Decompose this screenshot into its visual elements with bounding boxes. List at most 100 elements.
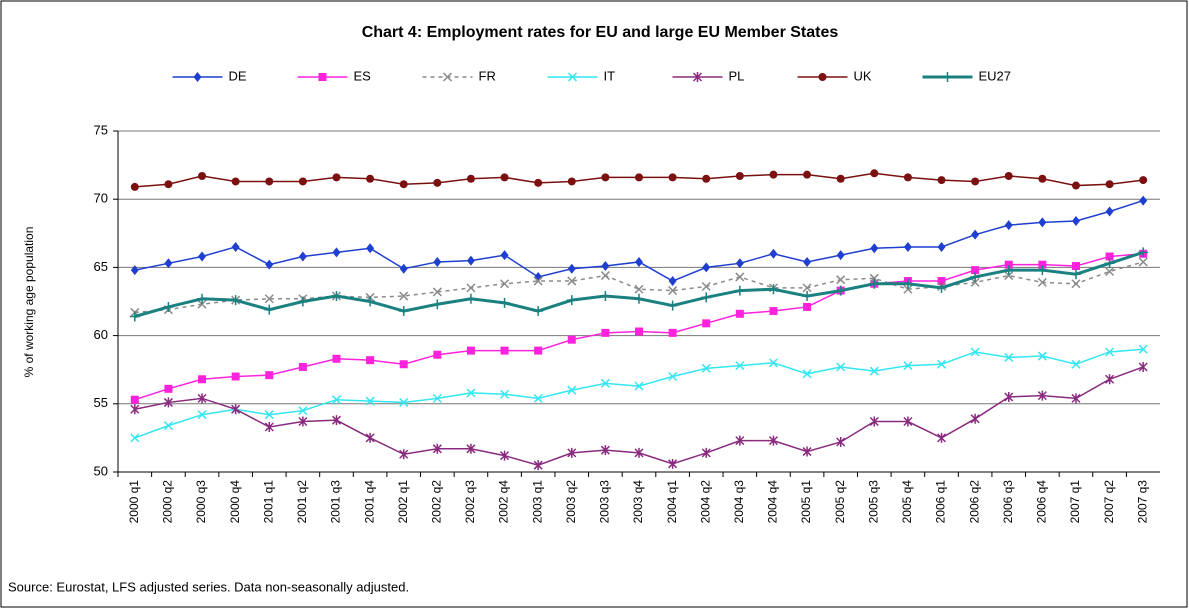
legend-label: UK	[854, 68, 872, 83]
marker	[432, 443, 442, 454]
marker	[768, 435, 778, 446]
marker	[970, 271, 981, 282]
marker	[734, 285, 745, 296]
marker	[634, 381, 644, 391]
marker	[231, 241, 240, 252]
marker	[937, 176, 946, 185]
marker	[1004, 352, 1014, 362]
x-tick-label: 2000 q1	[127, 480, 141, 524]
marker	[735, 272, 745, 282]
x-tick-label: 2007 q1	[1068, 480, 1082, 524]
marker	[399, 449, 409, 460]
marker	[802, 283, 812, 293]
marker	[198, 375, 207, 384]
marker	[702, 262, 711, 273]
marker	[1139, 176, 1148, 185]
marker	[433, 256, 442, 267]
marker	[1105, 206, 1114, 217]
x-tick-label: 2002 q4	[497, 480, 511, 524]
marker	[1071, 279, 1081, 289]
marker	[466, 255, 475, 266]
marker	[1004, 271, 1014, 281]
marker	[869, 273, 879, 283]
marker	[903, 416, 913, 427]
marker	[600, 271, 610, 281]
x-tick-label: 2004 q1	[665, 480, 679, 524]
marker	[365, 396, 375, 406]
marker	[399, 180, 408, 189]
marker	[1003, 265, 1014, 276]
marker	[567, 177, 576, 186]
marker	[265, 259, 274, 270]
x-tick-label: 2000 q4	[228, 480, 242, 524]
marker	[869, 416, 879, 427]
marker	[769, 170, 778, 179]
marker	[937, 241, 946, 252]
marker	[1138, 257, 1148, 267]
marker	[197, 393, 207, 404]
x-tick-label: 2001 q2	[295, 480, 309, 524]
marker	[130, 395, 139, 404]
marker	[534, 178, 543, 187]
x-tick-label: 2005 q4	[900, 480, 914, 524]
marker	[442, 72, 453, 82]
marker	[1105, 252, 1114, 261]
marker	[1004, 391, 1014, 402]
marker	[533, 460, 543, 471]
marker	[265, 177, 274, 186]
marker	[566, 295, 577, 306]
marker	[130, 265, 139, 276]
marker	[668, 371, 678, 382]
marker	[366, 356, 375, 365]
marker	[836, 250, 845, 261]
x-tick-label: 2001 q1	[261, 480, 275, 524]
x-tick-label: 2003 q3	[598, 480, 612, 524]
marker	[399, 263, 408, 274]
y-tick-label: 75	[94, 122, 108, 137]
x-tick-label: 2003 q1	[530, 480, 544, 524]
marker	[164, 180, 173, 189]
legend-label: ES	[354, 68, 372, 83]
marker	[500, 250, 509, 261]
marker	[701, 447, 711, 458]
marker	[869, 278, 880, 289]
marker	[465, 293, 476, 304]
marker	[1004, 220, 1013, 231]
marker	[803, 256, 812, 267]
marker	[600, 445, 610, 456]
y-tick-label: 55	[94, 395, 108, 410]
marker	[298, 406, 308, 416]
marker	[601, 328, 610, 337]
marker	[735, 258, 744, 269]
marker	[735, 309, 744, 318]
marker	[735, 435, 745, 446]
marker	[297, 296, 308, 307]
marker	[499, 297, 510, 308]
marker	[1004, 172, 1013, 181]
marker	[768, 358, 778, 368]
marker	[936, 282, 947, 293]
marker	[1038, 174, 1047, 183]
x-tick-label: 2003 q2	[564, 480, 578, 524]
x-tick-label: 2003 q4	[631, 480, 645, 524]
chart-title: Chart 4: Employment rates for EU and lar…	[362, 24, 839, 41]
marker	[332, 247, 341, 258]
marker	[971, 266, 980, 275]
marker	[264, 421, 274, 432]
marker	[231, 372, 240, 381]
marker	[432, 299, 443, 310]
marker	[197, 299, 207, 309]
marker	[193, 72, 202, 82]
marker	[433, 178, 442, 187]
x-tick-label: 2001 q4	[362, 480, 376, 524]
marker	[567, 385, 577, 395]
marker	[667, 300, 678, 311]
marker	[567, 335, 576, 344]
marker	[936, 359, 947, 369]
x-tick-label: 2001 q3	[329, 480, 343, 524]
marker	[265, 371, 274, 380]
marker	[600, 378, 610, 388]
marker	[803, 302, 812, 311]
legend-label: DE	[229, 68, 247, 83]
marker	[331, 415, 342, 426]
